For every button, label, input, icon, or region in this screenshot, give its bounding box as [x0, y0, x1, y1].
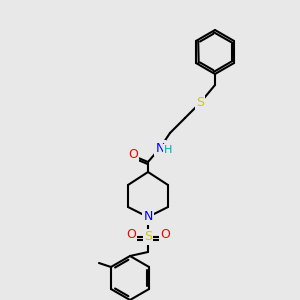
Text: O: O	[128, 148, 138, 161]
Text: H: H	[164, 145, 172, 155]
Text: S: S	[196, 97, 204, 110]
Text: N: N	[155, 142, 165, 154]
Text: O: O	[126, 229, 136, 242]
Text: S: S	[144, 230, 152, 244]
Text: N: N	[143, 211, 153, 224]
Text: O: O	[160, 229, 170, 242]
